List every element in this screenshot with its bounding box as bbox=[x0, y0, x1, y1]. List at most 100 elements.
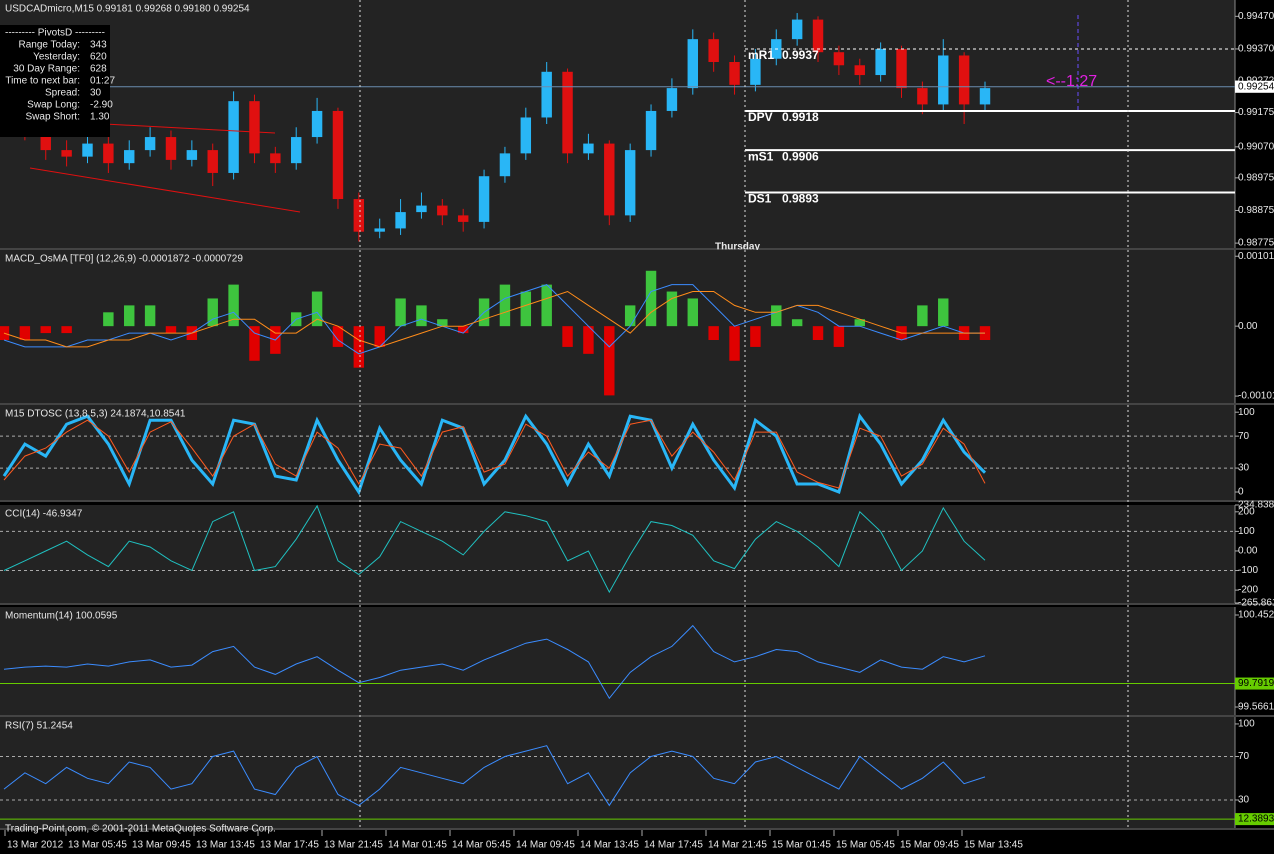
panel-title: USDCADmicro,M15 0.99181 0.99268 0.99180 … bbox=[5, 4, 250, 15]
pivot-row-value: 620 bbox=[90, 52, 107, 63]
pivot-row-value: 1.30 bbox=[90, 112, 110, 123]
y-tick-label: 0.99370 bbox=[1238, 44, 1274, 55]
histogram-bar bbox=[228, 284, 239, 327]
candle-body bbox=[750, 58, 761, 85]
pivots-box: --------- PivotsD --------- Range Today:… bbox=[0, 25, 115, 137]
panel-bg bbox=[0, 717, 1235, 828]
time-label: 14 Mar 01:45 bbox=[388, 840, 447, 851]
histogram-bar bbox=[332, 326, 344, 347]
panel: 100 70 30 0 M15 DTOSC (13,8,5,3) 24.1874,10.… bbox=[0, 405, 1274, 502]
candle-body bbox=[812, 19, 824, 53]
last-price-box bbox=[1235, 80, 1274, 93]
y-tick-label: 0.99470 bbox=[1238, 11, 1274, 22]
candle-body bbox=[332, 110, 344, 200]
pivot-row-label: Swap Long: bbox=[27, 100, 80, 111]
histogram-bar bbox=[562, 326, 573, 347]
time-label: 15 Mar 09:45 bbox=[900, 840, 959, 851]
footer: Trading-Point.com, © 2001-2011 MetaQuote… bbox=[5, 824, 276, 835]
histogram-bar bbox=[708, 326, 719, 340]
pivot-row-label: Range Today: bbox=[18, 40, 80, 51]
histogram-bar bbox=[311, 291, 323, 327]
histogram-bar bbox=[40, 326, 51, 334]
y-tick-label: 0.00 bbox=[1238, 546, 1258, 557]
histogram-bar bbox=[624, 305, 636, 327]
candle-body bbox=[624, 150, 636, 216]
marker-label: 99.7919 bbox=[1238, 678, 1274, 689]
panel: 0.994700.993700.992720.991750.990700.989… bbox=[0, 0, 1274, 253]
time-label: 13 Mar 17:45 bbox=[260, 840, 319, 851]
pivots-box-bg bbox=[0, 25, 110, 137]
pivot-row-value: 343 bbox=[90, 40, 107, 51]
series-line bbox=[3, 419, 986, 489]
y-tick-label: 0.99175 bbox=[1238, 107, 1274, 118]
marker-label-box bbox=[1235, 677, 1274, 690]
histogram-bar bbox=[750, 326, 761, 347]
histogram-bar bbox=[938, 298, 949, 327]
pivot-level-name: mR1 bbox=[748, 48, 774, 62]
histogram-bar bbox=[103, 312, 114, 327]
histogram-bar bbox=[457, 326, 469, 334]
pivot-row-label: Spread: bbox=[45, 88, 80, 99]
y-tick-label: 100 bbox=[1238, 526, 1255, 537]
series-line bbox=[3, 284, 985, 355]
y-tick-label: 234.838 bbox=[1238, 500, 1274, 511]
histogram-bar bbox=[917, 305, 928, 327]
pivot-row-label: Time to next bar: bbox=[5, 76, 80, 87]
pivot-row-label: Yesterday: bbox=[33, 52, 80, 63]
y-tick-label: -265.861 bbox=[1238, 598, 1274, 609]
trend-line bbox=[29, 167, 301, 213]
histogram-bar bbox=[666, 291, 678, 327]
candle-body bbox=[958, 55, 970, 105]
candle-body bbox=[61, 150, 72, 157]
candle-body bbox=[708, 39, 719, 62]
marker-label: 12.3893 bbox=[1238, 814, 1274, 825]
panel-title: RSI(7) 51.2454 bbox=[5, 721, 73, 732]
candle-body bbox=[311, 110, 323, 138]
panel-bg bbox=[0, 505, 1235, 603]
candle-body bbox=[82, 143, 93, 157]
histogram-bar bbox=[833, 326, 845, 347]
histogram-bar bbox=[771, 305, 782, 327]
candle-body bbox=[979, 88, 991, 105]
candle-body bbox=[478, 176, 490, 222]
histogram-bar bbox=[520, 291, 532, 327]
candle-body bbox=[687, 39, 699, 89]
pivot-row-value: -2.90 bbox=[90, 100, 113, 111]
pivot-row-value: 30 bbox=[90, 88, 102, 99]
candle-body bbox=[40, 130, 51, 151]
candle-body bbox=[374, 228, 385, 232]
time-label: 13 Mar 09:45 bbox=[132, 840, 191, 851]
histogram-bar bbox=[499, 284, 511, 327]
candle-body bbox=[290, 137, 302, 164]
time-label: 15 Mar 01:45 bbox=[772, 840, 831, 851]
candle-body bbox=[875, 48, 886, 76]
pivot-level-value: 0.9918 bbox=[782, 110, 819, 124]
histogram-bar bbox=[583, 326, 594, 354]
y-tick-label: 0.98775 bbox=[1238, 238, 1274, 249]
candle-body bbox=[416, 205, 427, 213]
time-label: 14 Mar 21:45 bbox=[708, 840, 767, 851]
pivots-title: --------- PivotsD --------- bbox=[5, 28, 105, 39]
candle-body bbox=[562, 71, 573, 154]
pivot-row-label: 30 Day Range: bbox=[13, 64, 80, 75]
pivot-level-name: mS1 bbox=[748, 149, 774, 163]
candle-body bbox=[228, 101, 239, 173]
candle-body bbox=[186, 150, 198, 160]
panel: 100 70 30 12.3893 RSI(7) 51.2454 bbox=[0, 717, 1274, 830]
histogram-bar bbox=[61, 326, 72, 334]
time-label: 13 Mar 13:45 bbox=[196, 840, 255, 851]
y-tick-label: 0.99070 bbox=[1238, 141, 1274, 152]
arrow-note: <--1:27 bbox=[1046, 73, 1097, 90]
pivot-level-name: DS1 bbox=[748, 192, 772, 206]
series-line bbox=[3, 290, 985, 348]
day-label: Thursday bbox=[715, 242, 760, 253]
candle-body bbox=[144, 137, 156, 151]
panel-bg bbox=[0, 0, 1235, 248]
histogram-bar bbox=[437, 319, 448, 327]
y-tick-label: 70 bbox=[1238, 431, 1250, 442]
histogram-bar bbox=[812, 326, 824, 340]
y-tick-label: 0.98975 bbox=[1238, 172, 1274, 183]
histogram-bar bbox=[249, 326, 260, 361]
